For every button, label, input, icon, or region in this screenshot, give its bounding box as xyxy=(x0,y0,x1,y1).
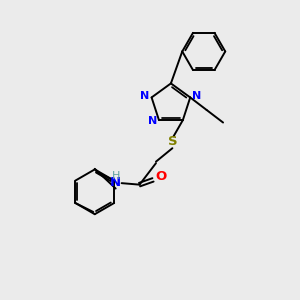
Text: O: O xyxy=(155,170,167,183)
Text: N: N xyxy=(110,176,121,189)
Text: N: N xyxy=(148,116,157,126)
Text: H: H xyxy=(112,171,120,181)
Text: N: N xyxy=(192,91,201,101)
Text: N: N xyxy=(140,91,150,101)
Text: S: S xyxy=(168,135,177,148)
